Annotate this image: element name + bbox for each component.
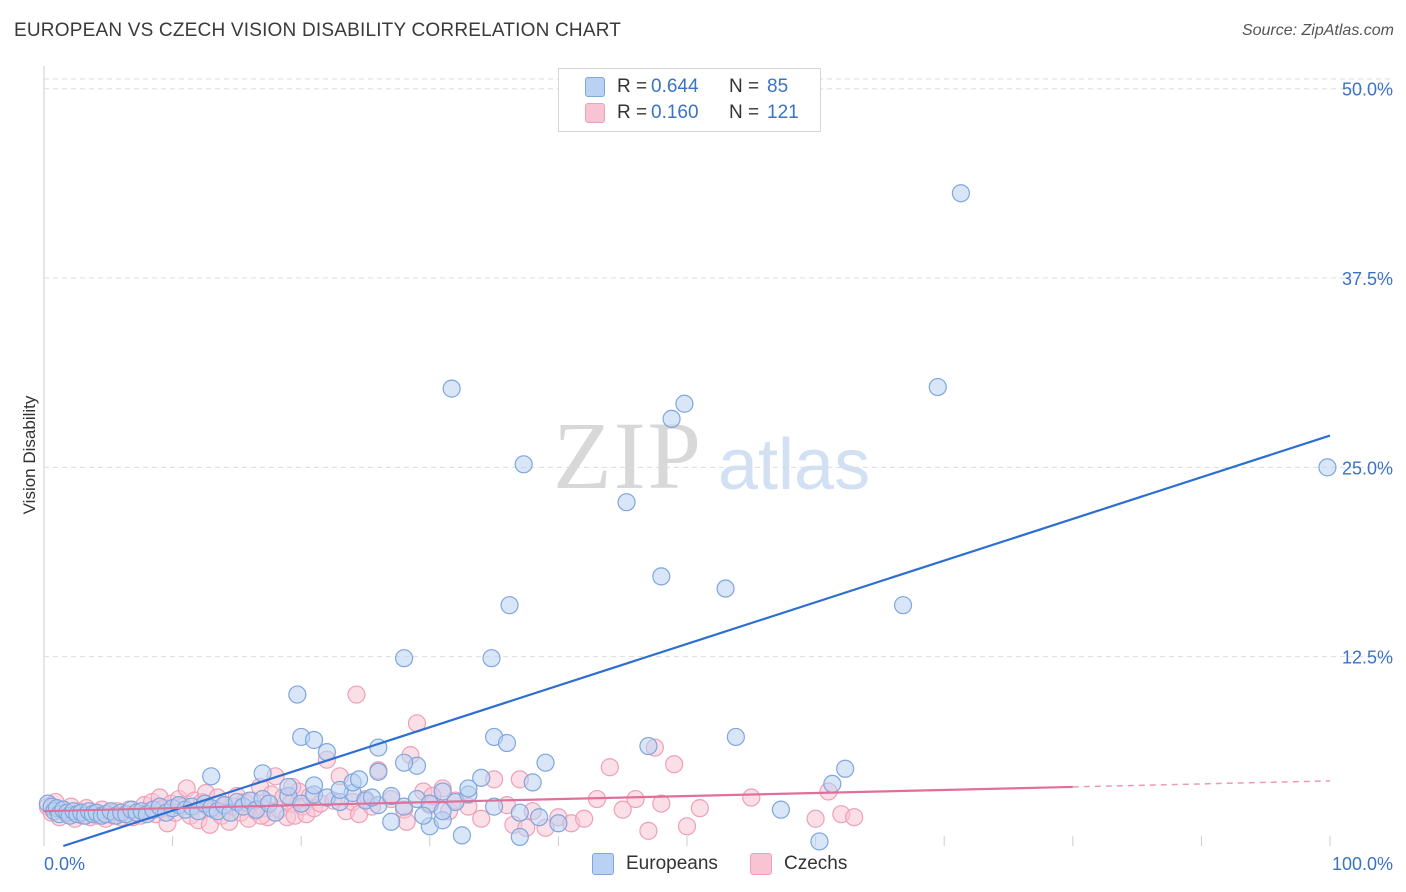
x-tick-label: 100.0% xyxy=(1332,854,1393,874)
r-label: R = xyxy=(617,76,648,97)
y-tick-label: 37.5% xyxy=(1342,269,1393,289)
r-value: 0.160 xyxy=(651,102,699,123)
x-tick-label: 0.0% xyxy=(44,854,85,874)
n-label: N = xyxy=(729,76,760,97)
europeans-point xyxy=(459,779,478,798)
legend-item-europeans[interactable]: Europeans xyxy=(592,852,718,876)
europeans-point xyxy=(433,782,452,801)
europeans-point xyxy=(510,827,529,847)
czechs-point xyxy=(742,788,761,807)
chart-title: EUROPEAN VS CZECH VISION DISABILITY CORR… xyxy=(14,20,622,41)
czechs-point xyxy=(677,817,697,836)
europeans-point xyxy=(266,803,285,822)
europeans-point xyxy=(928,377,947,397)
europeans-point xyxy=(726,727,745,747)
europeans-point xyxy=(500,596,519,615)
czechs-point xyxy=(397,812,416,831)
europeans-point xyxy=(304,776,324,795)
europeans-point xyxy=(536,753,555,772)
legend-row-czechs: R = 0.160 N = 121 xyxy=(585,101,845,125)
czechs-trendline xyxy=(43,785,1073,813)
czechs-legend-label: Czechs xyxy=(784,853,848,874)
watermark-atlas: atlas xyxy=(718,425,871,505)
europeans-point xyxy=(810,832,829,851)
europeans-point xyxy=(485,797,504,816)
czechs-point xyxy=(626,789,645,809)
czechs-point xyxy=(575,809,594,828)
europeans-point xyxy=(771,800,790,819)
europeans-trendline xyxy=(62,434,1331,848)
europeans-point xyxy=(652,567,671,586)
czechs-point xyxy=(600,758,619,777)
europeans-point xyxy=(394,753,414,772)
czechs-swatch xyxy=(585,103,605,123)
y-axis-label: Vision Disability xyxy=(20,395,39,515)
czechs-point xyxy=(472,809,491,828)
europeans-point xyxy=(639,736,658,756)
europeans-point xyxy=(514,455,533,474)
czechs-point xyxy=(652,794,671,813)
europeans-point xyxy=(202,767,221,786)
europeans-point xyxy=(523,773,542,792)
europeans-point xyxy=(530,808,549,827)
y-tick-label: 25.0% xyxy=(1342,458,1393,478)
n-label: N = xyxy=(729,102,760,123)
czechs-point xyxy=(347,685,366,704)
europeans-point xyxy=(292,794,311,813)
europeans-point xyxy=(304,730,324,750)
europeans-point xyxy=(482,649,501,668)
y-tick-label: 12.5% xyxy=(1342,648,1393,668)
europeans-point xyxy=(836,759,855,778)
czechs-point xyxy=(613,800,632,819)
n-value: 121 xyxy=(767,102,799,123)
europeans-point xyxy=(369,762,388,781)
europeans-point xyxy=(716,579,735,598)
europeans-point xyxy=(382,812,401,831)
europeans-point xyxy=(662,409,681,428)
europeans-swatch xyxy=(585,77,605,97)
czechs-point xyxy=(639,821,658,840)
n-value: 85 xyxy=(767,76,789,97)
europeans-legend-swatch xyxy=(592,853,614,875)
europeans-point xyxy=(617,493,636,512)
czechs-point xyxy=(690,799,709,818)
czechs-point xyxy=(665,755,684,774)
r-label: R = xyxy=(617,102,648,123)
europeans-point xyxy=(442,379,461,398)
czechs-point xyxy=(845,808,864,827)
europeans-point xyxy=(497,733,517,753)
czechs-trendline-extension xyxy=(1072,780,1331,788)
europeans-point xyxy=(510,803,529,822)
europeans-point xyxy=(394,649,414,668)
europeans-legend-label: Europeans xyxy=(626,853,718,874)
source-credit: Source: ZipAtlas.com xyxy=(1241,22,1394,39)
europeans-point xyxy=(675,394,694,413)
europeans-point xyxy=(362,788,382,807)
europeans-point xyxy=(382,786,401,806)
stats-legend: R = 0.644 N = 85 R = 0.160 N = 121 xyxy=(558,68,821,132)
europeans-point xyxy=(288,685,307,704)
europeans-point xyxy=(893,596,913,615)
y-tick-label: 50.0% xyxy=(1342,80,1393,100)
europeans-point xyxy=(951,184,971,203)
europeans-point xyxy=(452,826,472,845)
europeans-point xyxy=(279,777,298,797)
europeans-point xyxy=(1318,458,1337,477)
europeans-point xyxy=(472,768,491,787)
europeans-point xyxy=(433,802,452,821)
europeans-point xyxy=(549,814,568,833)
czechs-point xyxy=(806,809,825,828)
r-value: 0.644 xyxy=(651,76,699,97)
czechs-legend-swatch xyxy=(750,853,772,875)
legend-item-czechs[interactable]: Czechs xyxy=(750,852,847,876)
europeans-point xyxy=(823,774,842,794)
europeans-point xyxy=(414,806,433,825)
europeans-point xyxy=(349,770,369,789)
legend-row-europeans: R = 0.644 N = 85 xyxy=(585,75,845,99)
